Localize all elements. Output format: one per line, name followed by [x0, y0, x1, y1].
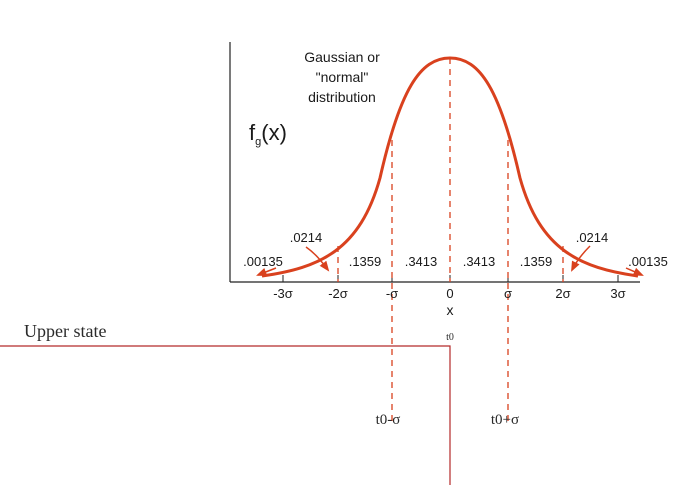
arrow-label-left: .0214: [290, 230, 323, 245]
tick-label-neg2: -2σ: [328, 286, 348, 301]
prob-0-pos1: .3413: [463, 254, 496, 269]
tick-label-pos2: 2σ: [555, 286, 570, 301]
sigma-guide-lines: [337, 58, 564, 425]
prob-neg1-0: .3413: [405, 254, 438, 269]
prob-neg2-neg1: .1359: [349, 254, 382, 269]
t0-label: t0: [446, 332, 454, 343]
upper-state-line: [0, 345, 451, 485]
tick-label-pos3: 3σ: [610, 286, 625, 301]
diagram-title-line-2: "normal": [316, 69, 369, 85]
prob-neg3-neg2: .00135: [243, 254, 283, 269]
diagram-title-line-1: Gaussian or: [304, 49, 380, 65]
diagram-title-line-3: distribution: [308, 89, 376, 105]
y-axis-label-suffix: (x): [261, 120, 287, 145]
t-minus-sigma-label: t0-σ: [376, 412, 401, 428]
tick-label-0: 0: [446, 286, 453, 301]
arrow-right-inner: [571, 245, 591, 272]
arrow-right-tail: [625, 267, 644, 276]
y-axis-label-sub: g: [255, 136, 261, 148]
y-axis-label-f: f: [249, 120, 256, 145]
arrow-left-tail: [256, 267, 277, 276]
y-axis-label: fg(x): [249, 120, 287, 148]
arrow-label-right: .0214: [576, 230, 609, 245]
upper-state-label: Upper state: [24, 321, 106, 341]
tick-label-pos1: σ: [504, 286, 512, 301]
gaussian-curve: [261, 56, 639, 278]
t-plus-sigma-label: t0+σ: [491, 412, 519, 428]
x-axis-label: x: [447, 302, 454, 318]
tick-label-neg1: -σ: [386, 286, 398, 301]
prob-pos2-pos3: .00135: [628, 254, 668, 269]
tick-label-neg3: -3σ: [273, 286, 293, 301]
arrow-left-inner: [305, 246, 330, 272]
prob-pos1-pos2: .1359: [520, 254, 553, 269]
